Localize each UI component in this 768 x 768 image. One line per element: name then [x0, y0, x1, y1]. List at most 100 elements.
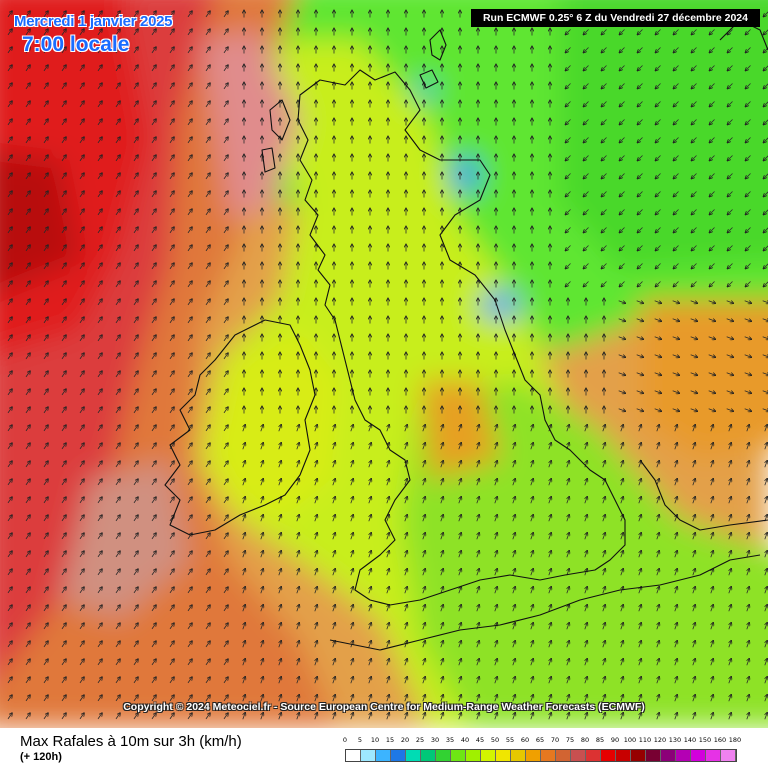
scale-tick-label: 120 [653, 736, 667, 744]
wind-arrow [133, 443, 138, 450]
wind-arrow [223, 263, 228, 270]
wind-arrow [351, 461, 353, 468]
wind-arrow [690, 373, 698, 375]
wind-arrow [638, 155, 643, 161]
wind-arrow [205, 191, 210, 198]
wind-arrow [243, 515, 245, 522]
wind-arrow [566, 191, 571, 197]
wind-arrow [618, 319, 626, 321]
wind-arrow [566, 29, 571, 35]
wind-arrow [7, 47, 12, 54]
wind-arrow [656, 119, 661, 125]
scale-cell [721, 750, 736, 761]
wind-arrow [656, 227, 661, 233]
wind-arrow [151, 479, 156, 486]
wind-arrow [205, 83, 210, 90]
wind-arrow [7, 299, 12, 306]
wind-arrow [746, 173, 751, 179]
wind-arrow [584, 263, 589, 269]
wind-arrow [151, 317, 156, 324]
wind-arrow [187, 461, 192, 468]
wind-arrow [223, 371, 228, 378]
wind-arrow [762, 409, 768, 411]
wind-arrow [674, 209, 679, 215]
wind-arrow [405, 425, 407, 432]
wind-arrow [43, 101, 48, 108]
wind-arrow [459, 461, 461, 468]
wind-arrow [656, 263, 661, 269]
wind-arrow [710, 155, 715, 161]
wind-arrow [97, 47, 102, 54]
wind-arrow [25, 515, 30, 522]
wind-arrow [97, 281, 102, 288]
wind-arrow [169, 11, 174, 18]
wind-arrow [693, 479, 695, 486]
wind-arrow [115, 83, 120, 90]
wind-arrow [61, 11, 66, 18]
wind-arrow [513, 461, 515, 468]
wind-arrow [672, 301, 680, 303]
wind-arrow [674, 245, 679, 251]
wind-arrow [333, 515, 335, 522]
wind-arrow [25, 155, 30, 162]
wind-arrow [133, 299, 138, 306]
wind-arrow [762, 301, 768, 303]
wind-arrow [620, 155, 625, 161]
wind-arrow [169, 209, 174, 216]
wind-arrow [169, 245, 174, 252]
wind-arrow [279, 425, 281, 432]
wind-arrow [43, 65, 48, 72]
scale-cell [421, 750, 436, 761]
wind-arrow [674, 119, 679, 125]
wind-arrow [43, 443, 48, 450]
wind-arrow [747, 461, 749, 468]
wind-arrow [187, 479, 192, 486]
wind-arrow [711, 425, 713, 432]
scale-tick-label: 85 [595, 736, 605, 744]
wind-arrow [513, 497, 515, 504]
wind-arrow [369, 497, 371, 504]
scale-tick-label: 30 [430, 736, 440, 744]
wind-arrow [261, 461, 263, 468]
wind-arrow [765, 479, 767, 486]
wind-arrow [654, 373, 662, 375]
wind-arrow [169, 191, 174, 198]
wind-arrow [187, 155, 192, 162]
wind-arrow [169, 317, 174, 324]
wind-arrow [79, 299, 84, 306]
wind-arrow [584, 227, 589, 233]
wind-arrow [602, 101, 607, 107]
scale-tick-label: 0 [342, 736, 348, 744]
wind-arrow [151, 155, 156, 162]
scale-cell [556, 750, 571, 761]
wind-arrow [115, 209, 120, 216]
wind-arrow [79, 209, 84, 216]
wind-arrow [618, 391, 626, 393]
wind-arrow [7, 29, 12, 36]
wind-arrow [25, 299, 30, 306]
wind-arrow [133, 83, 138, 90]
wind-arrow [710, 119, 715, 125]
wind-arrow [97, 497, 102, 504]
wind-arrow [584, 209, 589, 215]
wind-arrow [603, 443, 605, 450]
wind-arrow [656, 101, 661, 107]
lead-time: (+ 120h) [20, 751, 62, 763]
wind-arrow [115, 461, 120, 468]
wind-arrow [25, 83, 30, 90]
wind-arrow [441, 479, 443, 486]
wind-gust-map [0, 0, 768, 728]
wind-arrow [115, 443, 120, 450]
wind-arrow [97, 83, 102, 90]
wind-arrow [675, 479, 677, 486]
wind-arrow [708, 301, 716, 303]
wind-arrow [43, 497, 48, 504]
wind-arrow [133, 353, 138, 360]
wind-arrow [566, 47, 571, 53]
wind-arrow [333, 497, 335, 504]
wind-arrow [205, 515, 210, 522]
wind-arrow [620, 245, 625, 251]
wind-arrow [654, 391, 662, 393]
wind-arrow [675, 497, 677, 504]
wind-arrow [636, 409, 644, 411]
